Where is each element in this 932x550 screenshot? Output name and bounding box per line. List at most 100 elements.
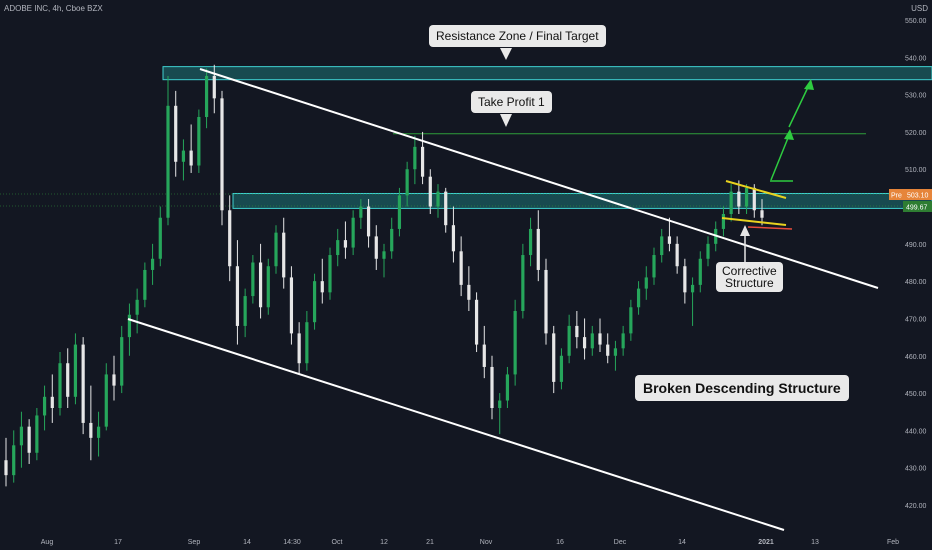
candle-body bbox=[96, 426, 101, 438]
candle-body bbox=[382, 251, 386, 259]
candle-body bbox=[42, 396, 47, 416]
zone-rect bbox=[162, 66, 932, 81]
candle-body bbox=[274, 232, 278, 267]
candle-body bbox=[19, 426, 24, 446]
candle-body bbox=[320, 281, 324, 293]
candle-body bbox=[243, 296, 247, 326]
candle-body bbox=[474, 299, 479, 345]
y-tick-label: 550.00 bbox=[905, 18, 927, 25]
candle-body bbox=[35, 415, 39, 453]
candle-body bbox=[143, 269, 147, 300]
candle-body bbox=[112, 374, 116, 386]
candle-body bbox=[660, 236, 664, 256]
candle-body bbox=[228, 210, 232, 267]
flag-upper-line[interactable] bbox=[725, 180, 787, 199]
y-tick-label: 510.00 bbox=[905, 167, 927, 174]
candle-body bbox=[189, 150, 193, 166]
candle-body bbox=[706, 243, 710, 259]
candle-body bbox=[351, 217, 355, 248]
flag-lower-line[interactable] bbox=[721, 217, 787, 226]
candle-body bbox=[598, 333, 602, 345]
candle-body bbox=[760, 210, 764, 218]
candle-body bbox=[266, 266, 270, 308]
candle-body bbox=[428, 176, 432, 207]
candle-body bbox=[575, 325, 579, 338]
flag-low-marker bbox=[747, 226, 793, 230]
candle-body bbox=[405, 169, 409, 196]
candle-body bbox=[366, 206, 371, 237]
candle-body bbox=[675, 243, 679, 267]
candle-body bbox=[297, 333, 301, 364]
candle-body bbox=[644, 277, 648, 289]
candle-body bbox=[135, 299, 139, 315]
candle-body bbox=[652, 255, 656, 278]
candle-body bbox=[104, 374, 108, 427]
y-tick-label: 540.00 bbox=[905, 55, 927, 62]
pre-price-tag-bg bbox=[889, 189, 932, 200]
candle-body bbox=[737, 191, 741, 207]
candle-body bbox=[312, 281, 317, 323]
descending-upper-trendline[interactable] bbox=[199, 68, 879, 289]
x-tick-label: Feb bbox=[887, 539, 899, 546]
candle-body bbox=[251, 262, 255, 297]
candle-body bbox=[567, 325, 571, 356]
candle-body bbox=[536, 228, 540, 270]
target-arrow-2 bbox=[788, 82, 811, 128]
candle-body bbox=[690, 284, 695, 293]
candle-body bbox=[528, 228, 533, 256]
callout-take-profit-1[interactable]: Take Profit 1 bbox=[471, 91, 552, 113]
candle-body bbox=[282, 232, 286, 278]
candle-body bbox=[544, 269, 548, 334]
x-tick-label: 14 bbox=[678, 539, 686, 546]
candle-body bbox=[220, 98, 224, 211]
candle-body bbox=[621, 333, 625, 349]
candle-body bbox=[166, 105, 170, 218]
candle-body bbox=[444, 191, 448, 226]
price-tags: Pre 503.10 499.67 bbox=[889, 189, 932, 212]
candle-body bbox=[235, 266, 240, 326]
candle-body bbox=[683, 266, 687, 293]
candle-body bbox=[590, 333, 594, 349]
candle-body bbox=[204, 75, 209, 117]
y-tick-label: 460.00 bbox=[905, 354, 927, 361]
candle-body bbox=[513, 311, 517, 375]
candle-body bbox=[521, 255, 525, 311]
candle-body bbox=[258, 262, 263, 308]
candle-body bbox=[343, 240, 348, 248]
candle-body bbox=[336, 240, 340, 256]
candle-body bbox=[81, 344, 85, 423]
candle-body bbox=[390, 228, 394, 252]
x-tick-label: 21 bbox=[426, 539, 434, 546]
callout-corrective-structure[interactable]: Corrective Structure bbox=[716, 262, 783, 292]
x-tick-label: Aug bbox=[41, 539, 54, 546]
x-tick-label: 12 bbox=[380, 539, 388, 546]
candle-body bbox=[120, 337, 124, 386]
candle-body bbox=[436, 191, 440, 207]
drawings-layer bbox=[127, 68, 879, 531]
time-axis: Aug 17 Sep 14 14:30 Oct 12 21 Nov 16 Dec 14 2021 13 Fe… bbox=[41, 539, 899, 546]
callout-resistance-zone[interactable]: Resistance Zone / Final Target bbox=[429, 25, 606, 47]
y-tick-label: 420.00 bbox=[905, 503, 927, 510]
candle-body bbox=[27, 426, 31, 453]
candle-body bbox=[467, 284, 471, 300]
descending-lower-trendline[interactable] bbox=[127, 318, 785, 531]
candle-body bbox=[451, 225, 456, 252]
callout-corrective-line1: Corrective bbox=[722, 264, 777, 278]
candle-body bbox=[629, 307, 633, 334]
corrective-pointer-head bbox=[740, 225, 750, 236]
zones-layer bbox=[0, 66, 932, 209]
callout-broken-structure[interactable]: Broken Descending Structure bbox=[635, 375, 849, 401]
candle-body bbox=[89, 422, 93, 438]
candle-body bbox=[482, 344, 486, 367]
y-tick-label: 530.00 bbox=[905, 93, 927, 100]
candle-body bbox=[73, 344, 78, 397]
candle-body bbox=[729, 191, 733, 214]
candle-body bbox=[498, 400, 502, 408]
candle-body bbox=[150, 258, 155, 270]
candle-body bbox=[613, 348, 618, 356]
candle-body bbox=[328, 255, 332, 293]
y-tick-label: 430.00 bbox=[905, 466, 927, 473]
pre-price-tag-label: Pre bbox=[891, 193, 902, 200]
candle-body bbox=[752, 187, 756, 211]
